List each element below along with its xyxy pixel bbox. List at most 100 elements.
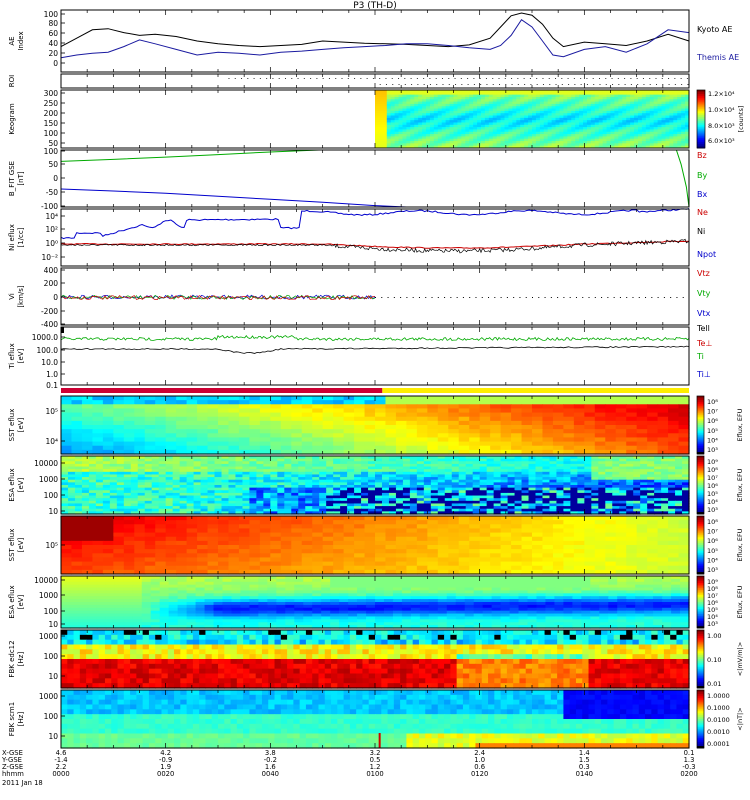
keogram-cell (649, 90, 655, 93)
spectrogram-cell (113, 437, 125, 443)
spectrogram-cell (123, 437, 135, 443)
keogram-cell (473, 92, 478, 96)
keogram-cell (508, 145, 513, 149)
keogram-cell (571, 117, 576, 121)
keogram-cell (453, 115, 458, 119)
spectrogram-cell (511, 425, 523, 430)
spectrogram-cell (612, 479, 620, 483)
keogram-cell (665, 138, 670, 142)
keogram-cell (484, 115, 490, 119)
vi-zero-dot (651, 297, 653, 298)
keogram-cell (386, 120, 392, 123)
spectrogram-cell (116, 463, 125, 468)
keogram-cell (500, 117, 506, 121)
spectrogram-cell (165, 490, 174, 494)
spectrogram-cell (647, 420, 659, 426)
spectrogram-cell (636, 429, 648, 434)
spectrogram-cell (249, 396, 261, 401)
spectrogram-cell (521, 400, 533, 405)
spectrogram-cell (218, 416, 230, 422)
spectrogram-cell (636, 425, 648, 430)
keogram-cell (461, 96, 466, 100)
keogram-cell (449, 134, 454, 137)
roi-mark (574, 84, 576, 85)
spectrogram-cell (333, 487, 341, 491)
spectrogram-cell (406, 425, 418, 430)
keogram-cell (571, 96, 576, 100)
spectrogram-cell (88, 463, 97, 468)
vi-zero-dot (682, 297, 684, 298)
spectrogram-cell (479, 487, 488, 491)
spectrogram-cell (619, 492, 627, 497)
keogram-cell (681, 103, 686, 107)
spectrogram-cell (549, 485, 558, 489)
spectrogram-cell (249, 404, 261, 410)
colorbar-cell (697, 120, 705, 124)
roi-mark (404, 84, 406, 85)
y-tick-label: 150 (44, 119, 59, 128)
keogram-cell (673, 108, 678, 112)
spectrogram-cell (333, 425, 345, 430)
keogram-cell (626, 120, 631, 123)
keogram-cell (378, 141, 384, 144)
spectrogram-cell (458, 425, 470, 430)
spectrogram-cell (256, 456, 264, 460)
keogram-cell (567, 94, 572, 98)
keogram-cell (480, 90, 486, 93)
keogram-cell (398, 99, 403, 103)
colorbar-cell (697, 95, 705, 99)
keogram-cell (610, 115, 615, 119)
spectrogram-cell (92, 437, 104, 443)
keogram-cell (426, 108, 431, 112)
spectrogram-cell (186, 433, 198, 439)
spectrogram-cell (165, 485, 174, 489)
spectrogram-cell (605, 433, 617, 439)
keogram-cell (445, 110, 451, 114)
keogram-cell (677, 115, 682, 119)
spectrogram-cell (305, 490, 313, 494)
spectrogram-cell (172, 461, 181, 465)
keogram-cell (524, 143, 529, 147)
roi-mark (391, 78, 393, 79)
keogram-cell (398, 110, 403, 114)
keogram-cell (382, 143, 388, 147)
spectrogram-cell (340, 469, 348, 473)
spectrogram-cell (647, 458, 655, 462)
spectrogram-cell (71, 420, 83, 426)
keogram-cell (567, 136, 572, 140)
roi-mark (366, 78, 368, 79)
keogram-cell (665, 99, 670, 103)
spectrogram-cell (654, 487, 662, 491)
spectrogram-cell (354, 485, 362, 489)
keogram-cell (437, 99, 443, 103)
spectrogram-cell (197, 404, 209, 410)
keogram-cell (457, 110, 462, 114)
spectrogram-cell (612, 461, 620, 465)
spectrogram-cell (207, 425, 219, 430)
spectrogram-cell (71, 404, 83, 410)
colorbar-cell (697, 407, 704, 411)
spectrogram-cell (158, 482, 167, 486)
spectrogram-cell (74, 482, 83, 486)
keogram-cell (547, 113, 553, 117)
colorbar-cell (697, 403, 704, 407)
spectrogram-cell (67, 477, 76, 481)
spectrogram-cell (409, 482, 418, 486)
keogram-cell (473, 108, 478, 112)
spectrogram-cell (406, 416, 418, 422)
keogram-cell (477, 138, 482, 142)
keogram-cell (563, 94, 568, 98)
spectrogram-cell (528, 482, 537, 486)
keogram-cell (441, 92, 447, 96)
spectrogram-cell (668, 487, 676, 491)
spectrogram-cell (619, 466, 627, 470)
keogram-cell (594, 127, 600, 130)
colorbar-cell (697, 140, 705, 143)
spectrogram-cell (214, 474, 223, 478)
spectrogram-cell (67, 463, 76, 468)
spectrogram-cell (305, 477, 313, 481)
keogram-cell (375, 106, 380, 110)
keogram-cell (657, 106, 663, 110)
spectrogram-cell (430, 485, 439, 489)
spectrogram-cell (109, 471, 118, 476)
